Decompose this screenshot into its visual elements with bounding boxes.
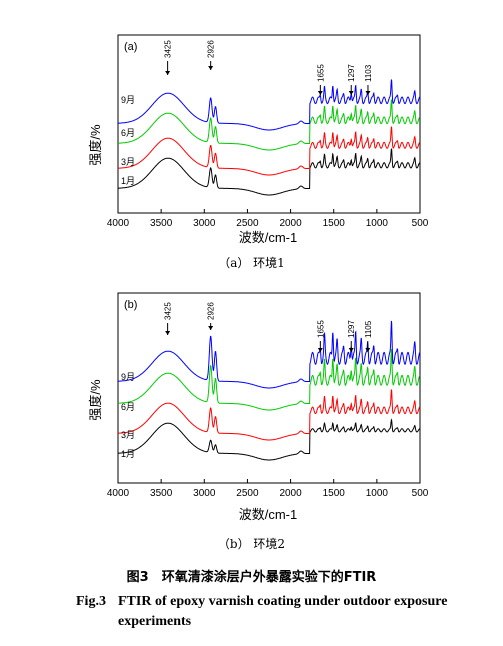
peak-label: 3425 bbox=[164, 302, 173, 320]
series-label: 6月 bbox=[121, 402, 135, 412]
series-labels-b: 1月 3月 6月 9月 bbox=[121, 372, 135, 459]
peak-label: 3425 bbox=[164, 40, 173, 58]
series-label: 3月 bbox=[121, 157, 135, 167]
peak-label: 2926 bbox=[207, 302, 216, 320]
series-label: 9月 bbox=[121, 372, 135, 382]
peak-arrow-head bbox=[365, 348, 371, 352]
x-tick-label: 3500 bbox=[150, 218, 173, 229]
x-tick-label: 2500 bbox=[236, 488, 259, 499]
peak-arrow-head bbox=[165, 331, 171, 335]
peak-annotations-b: 3425 2926 1655 1297 1105 bbox=[164, 302, 373, 352]
x-tick-label: 3000 bbox=[193, 488, 216, 499]
peak-label: 1655 bbox=[316, 320, 325, 338]
peak-label: 1103 bbox=[364, 64, 373, 82]
x-tick-label: 3500 bbox=[150, 488, 173, 499]
series-label: 3月 bbox=[121, 430, 135, 440]
plot-frame-a bbox=[117, 34, 421, 214]
series-label: 9月 bbox=[121, 95, 135, 105]
figure-label-en: Fig.3 bbox=[76, 594, 106, 609]
x-tick-label: 1000 bbox=[366, 218, 389, 229]
x-tick-label: 1500 bbox=[323, 488, 346, 499]
peak-arrow-head bbox=[208, 326, 214, 330]
figure-title-en: Fig.3 FTIR of epoxy varnish coating unde… bbox=[76, 592, 458, 632]
traces-a bbox=[118, 79, 421, 196]
peak-annotations-a: 3425 2926 1655 1297 1103 bbox=[164, 40, 373, 95]
peak-label: 2926 bbox=[207, 40, 216, 58]
x-axis-label-a: 波数/cm-1 bbox=[239, 230, 298, 245]
series-labels-a: 1月 3月 6月 9月 bbox=[121, 95, 135, 186]
x-tick-label: 2500 bbox=[236, 218, 259, 229]
x-tick-label: 4000 bbox=[107, 488, 130, 499]
series-line bbox=[118, 79, 421, 131]
traces-b bbox=[118, 320, 421, 461]
peak-arrow-head bbox=[208, 66, 214, 70]
y-axis-label-b: 强度/% bbox=[88, 379, 103, 421]
figure-caption-en: FTIR of epoxy varnish coating under outd… bbox=[118, 594, 448, 629]
series-line bbox=[118, 99, 421, 151]
x-tick-label: 500 bbox=[412, 488, 429, 499]
peak-arrow-head bbox=[165, 71, 171, 75]
panel-label-b: (b) bbox=[124, 299, 137, 311]
ftir-chart-a: (a) 强度/% 4000 3500 3000 2500 2000 1500 1000 500… bbox=[88, 34, 429, 245]
x-tick-label: 2000 bbox=[279, 218, 302, 229]
x-tick-label: 1500 bbox=[323, 218, 346, 229]
x-tick-label: 2000 bbox=[279, 488, 302, 499]
series-line bbox=[118, 148, 421, 196]
series-line bbox=[118, 418, 420, 461]
peak-label: 1297 bbox=[347, 64, 356, 82]
x-tick-label: 1000 bbox=[366, 488, 389, 499]
x-tick-label: 3000 bbox=[193, 218, 216, 229]
peak-label: 1655 bbox=[316, 64, 325, 82]
series-line bbox=[118, 349, 421, 411]
series-label: 1月 bbox=[121, 176, 135, 186]
x-ticks-a: 4000 3500 3000 2500 2000 1500 1000 500 bbox=[107, 209, 429, 229]
plot-frame-b bbox=[117, 292, 421, 484]
caption-a: （a） 环境1 bbox=[218, 256, 285, 270]
series-line bbox=[118, 126, 421, 176]
series-label: 1月 bbox=[121, 449, 135, 459]
x-axis-label-b: 波数/cm-1 bbox=[239, 507, 298, 522]
x-ticks-b: 4000 3500 3000 2500 2000 1500 1000 500 bbox=[107, 479, 429, 499]
x-tick-label: 4000 bbox=[107, 218, 130, 229]
series-line bbox=[118, 320, 421, 389]
peak-arrow-head bbox=[317, 348, 323, 352]
peak-arrow-head bbox=[365, 91, 371, 95]
x-tick-label: 500 bbox=[412, 218, 429, 229]
peak-arrow-head bbox=[348, 348, 354, 352]
ftir-chart-b: (b) 强度/% 4000 3500 3000 2500 2000 1500 1000 500… bbox=[88, 292, 429, 522]
peak-label: 1105 bbox=[364, 320, 373, 338]
y-axis-label-a: 强度/% bbox=[88, 124, 103, 166]
panel-label-a: (a) bbox=[124, 41, 137, 53]
peak-arrow-head bbox=[317, 91, 323, 95]
figure-title-cn: 图3 环氧清漆涂层户外暴露实验下的FTIR bbox=[126, 570, 377, 585]
peak-label: 1297 bbox=[347, 320, 356, 338]
peak-arrow-head bbox=[348, 91, 354, 95]
caption-b: （b） 环境2 bbox=[217, 537, 286, 551]
series-label: 6月 bbox=[121, 128, 135, 138]
series-line bbox=[118, 389, 421, 441]
